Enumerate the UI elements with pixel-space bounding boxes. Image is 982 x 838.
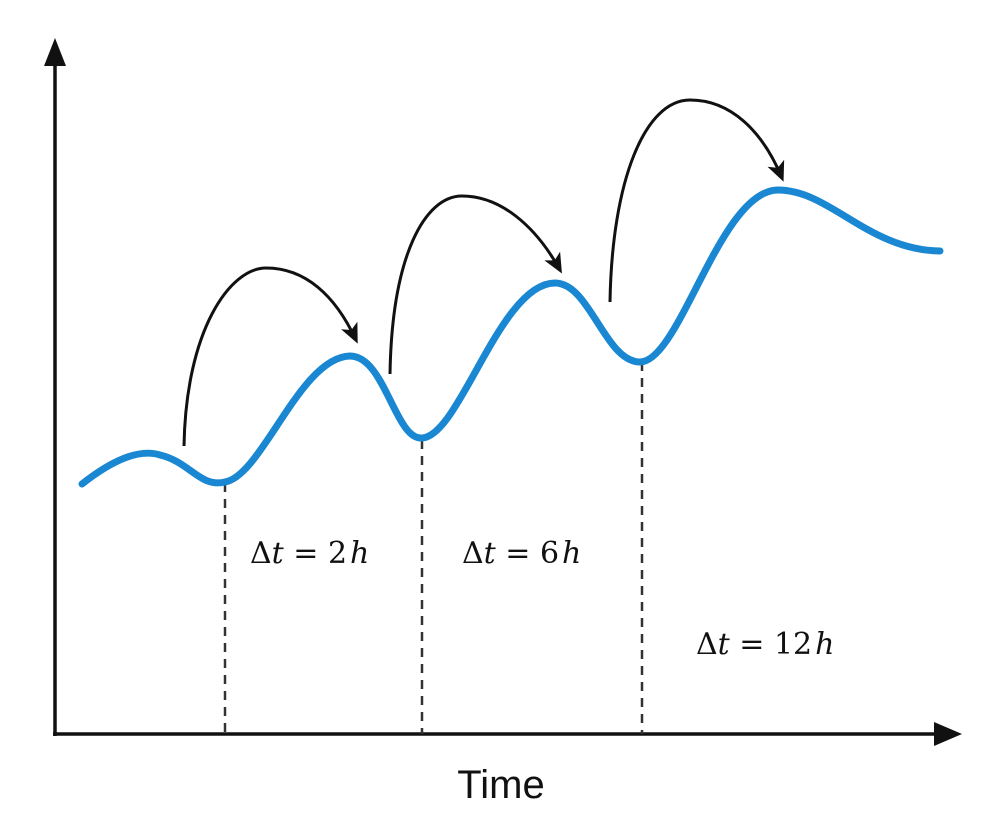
jump-arrow-3: [608, 98, 785, 303]
y-axis-arrowhead-icon: [44, 38, 66, 66]
interval-label-3: Δt = 12 h: [696, 627, 834, 662]
trend-curve: [78, 186, 944, 488]
jump-arrow-2: [388, 194, 562, 375]
x-axis-label: Time: [457, 763, 544, 807]
jump-arrow-1: [182, 266, 358, 447]
x-axis-arrowhead-icon: [934, 722, 962, 746]
